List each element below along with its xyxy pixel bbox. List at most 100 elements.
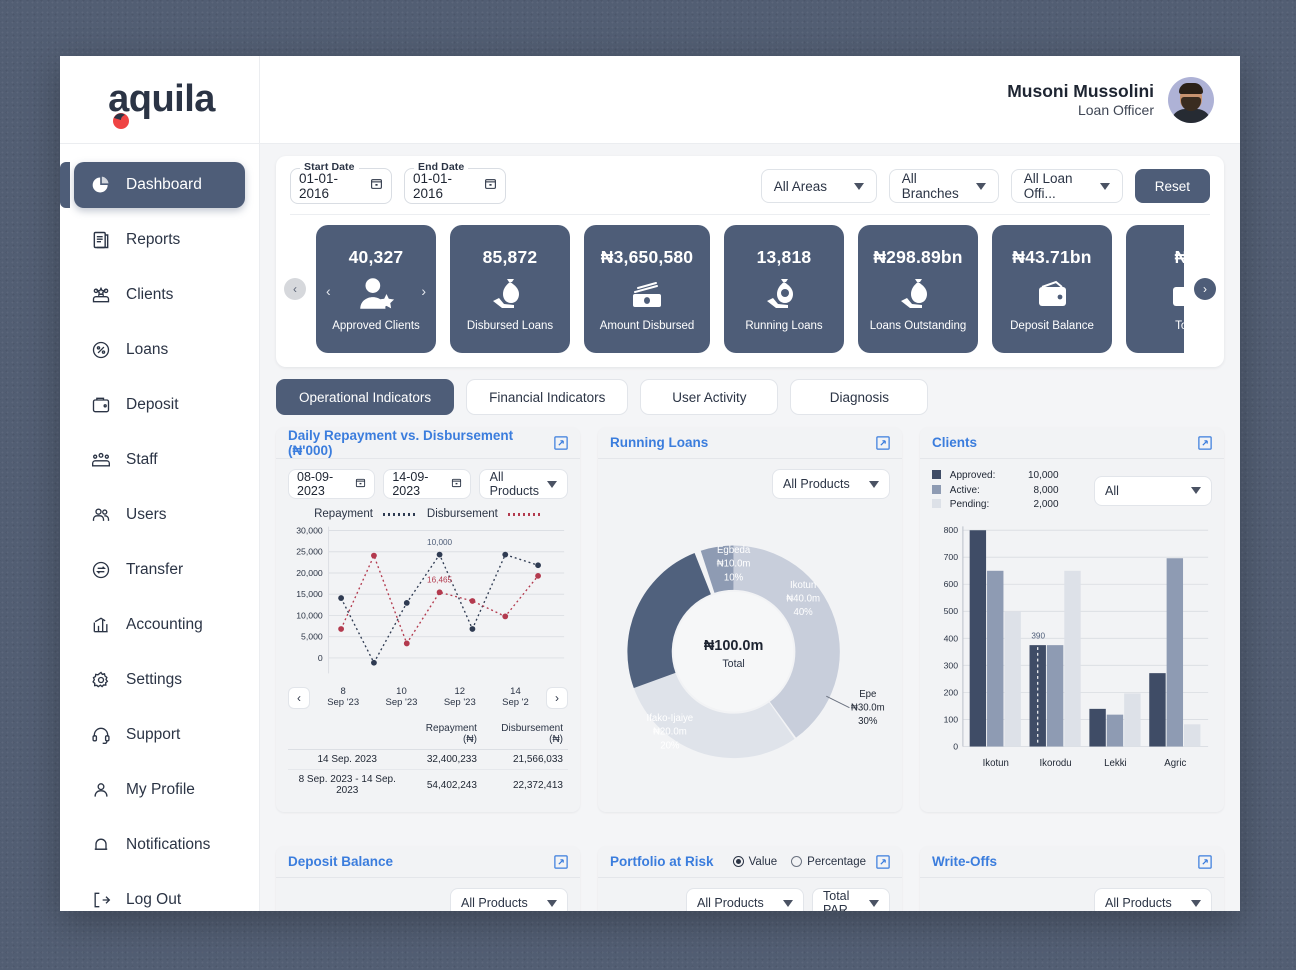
bar-lekki-approved xyxy=(1089,708,1106,747)
kpi-card-deposit-balance[interactable]: ₦43.71bn Deposit Balance xyxy=(992,225,1112,353)
widget-body: All Products Total PAR xyxy=(598,878,902,911)
chevron-down-icon xyxy=(869,480,879,488)
end-date-field[interactable]: End Date 01-01-2016 xyxy=(404,161,506,204)
widget-write-offs: Write-Offs All Products xyxy=(920,846,1224,911)
kpi-card-approved-clients[interactable]: 40,327 ‹ › Approved Clients xyxy=(316,225,436,353)
pie-chart-icon xyxy=(90,174,112,196)
sidebar-item-settings[interactable]: Settings xyxy=(74,657,245,703)
wallet-icon xyxy=(1165,272,1184,316)
areas-select[interactable]: All Areas xyxy=(760,169,877,203)
kpi-card-prev-icon[interactable]: ‹ xyxy=(326,283,331,299)
kpi-card-total-partial[interactable]: ₦5 Tota xyxy=(1126,225,1184,353)
calendar-icon[interactable] xyxy=(370,177,383,195)
daily-start-date[interactable]: 08-09-2023 xyxy=(288,469,376,499)
widget-body: Approved: 10,000 Active: 8,000 xyxy=(920,459,1224,802)
daily-end-date[interactable]: 14-09-2023 xyxy=(383,469,471,499)
sidebar-item-log-out[interactable]: Log Out xyxy=(74,877,245,911)
radio-icon-value[interactable] xyxy=(732,856,744,867)
expand-icon[interactable] xyxy=(876,435,890,450)
clients-filter-select[interactable]: All xyxy=(1094,475,1212,506)
sidebar-item-transfer[interactable]: Transfer xyxy=(74,547,245,593)
app-window: aquila Dashboard Reports xyxy=(60,56,1240,911)
kpi-value: 40,327 xyxy=(348,246,404,267)
daily-prev-button[interactable]: ‹ xyxy=(288,687,310,709)
avatar[interactable] xyxy=(1168,76,1214,123)
sidebar-item-label: Staff xyxy=(126,451,158,468)
tab-operational-indicators[interactable]: Operational Indicators xyxy=(276,379,455,415)
kpi-card-running-loans[interactable]: 13,818 Running Loans xyxy=(724,225,844,353)
sidebar-item-label: Clients xyxy=(126,286,174,303)
par-mode-value[interactable]: Value xyxy=(732,856,777,868)
legend-row-approved: Approved: 10,000 xyxy=(932,469,1059,484)
tab-diagnosis[interactable]: Diagnosis xyxy=(790,379,929,415)
write-offs-product-select[interactable]: All Products xyxy=(1094,888,1212,911)
donut-center-value: ₦100.0m xyxy=(704,638,764,654)
sidebar-item-reports[interactable]: Reports xyxy=(74,217,245,263)
running-loans-product-select[interactable]: All Products xyxy=(772,469,890,499)
loan-officers-select-value: All Loan Offi... xyxy=(1023,171,1073,201)
deposit-balance-product-select[interactable]: All Products xyxy=(450,888,568,911)
xtick: 12 Sep '23 xyxy=(443,686,476,708)
expand-icon[interactable] xyxy=(876,854,890,869)
chevron-down-icon xyxy=(853,182,864,190)
kpi-prev-button[interactable]: ‹ xyxy=(284,278,306,300)
wallet-icon xyxy=(90,394,112,416)
expand-icon[interactable] xyxy=(554,435,568,450)
widget-body: 08-09-2023 14-09-2023 All Products xyxy=(276,459,580,812)
sidebar-item-dashboard[interactable]: Dashboard xyxy=(74,162,245,208)
sidebar-item-accounting[interactable]: Accounting xyxy=(74,602,245,648)
widget-title: Deposit Balance xyxy=(288,854,394,869)
wallet-icon xyxy=(1031,272,1073,316)
expand-icon[interactable] xyxy=(1198,854,1212,869)
transfer-arrows-icon xyxy=(90,559,112,581)
logo[interactable]: aquila xyxy=(60,56,259,144)
widget-grid: Daily Repayment vs. Disbursement (₦'000)… xyxy=(276,427,1224,911)
daily-next-button[interactable]: › xyxy=(546,687,568,709)
kpi-label: Disbursed Loans xyxy=(466,319,554,332)
start-date-field[interactable]: Start Date 01-01-2016 xyxy=(290,161,392,204)
par-product-select[interactable]: All Products xyxy=(686,888,804,911)
loan-officers-select[interactable]: All Loan Offi... xyxy=(1010,169,1123,203)
sidebar-nav: Dashboard Reports Clients Loans xyxy=(60,144,259,911)
sidebar-item-support[interactable]: Support xyxy=(74,712,245,758)
kpi-next-button[interactable]: › xyxy=(1194,278,1216,300)
kpi-card-next-icon[interactable]: › xyxy=(421,283,426,299)
sidebar-item-users[interactable]: Users xyxy=(74,492,245,538)
radio-icon-percentage[interactable] xyxy=(791,856,803,867)
daily-product-select[interactable]: All Products xyxy=(478,469,568,499)
end-date-value: 01-01-2016 xyxy=(413,171,453,201)
user-info: Musoni Mussolini Loan Officer xyxy=(1007,81,1154,119)
svg-text:30,000: 30,000 xyxy=(296,525,323,535)
par-type-select[interactable]: Total PAR xyxy=(812,888,890,911)
kpi-card-disbursed-loans[interactable]: 85,872 Disbursed Loans xyxy=(450,225,570,353)
tab-user-activity[interactable]: User Activity xyxy=(640,379,779,415)
topbar: Musoni Mussolini Loan Officer xyxy=(260,56,1240,144)
sidebar-item-notifications[interactable]: Notifications xyxy=(74,822,245,868)
legend-value-pending: 2,000 xyxy=(1033,499,1059,510)
bar-agric-active xyxy=(1166,557,1184,747)
col-header-disbursement: Disbursement (₦) xyxy=(481,719,568,750)
bar-ikotun-active xyxy=(987,570,1004,747)
reset-button[interactable]: Reset xyxy=(1134,169,1210,203)
kpi-card-amount-disbursed[interactable]: ₦3,650,580 Amount Disbursed xyxy=(584,225,710,353)
sidebar-item-staff[interactable]: Staff xyxy=(74,437,245,483)
legend-name-pending: Pending: xyxy=(949,499,990,510)
daily-line-chart: 30,000 25,000 20,000 15,000 10,000 5,000 0 xyxy=(296,525,565,674)
daily-annotation-repayment: 10,000 xyxy=(427,538,452,547)
expand-icon[interactable] xyxy=(1198,435,1212,450)
write-offs-product-value: All Products xyxy=(1105,896,1172,910)
sidebar-item-deposit[interactable]: Deposit xyxy=(74,382,245,428)
slice-label-egbeda-value: ₦10.0m xyxy=(717,559,751,570)
expand-icon[interactable] xyxy=(554,854,568,869)
svg-text:10,000: 10,000 xyxy=(296,610,323,620)
money-bag-hand-icon xyxy=(897,272,939,316)
sidebar-item-clients[interactable]: Clients xyxy=(74,272,245,318)
calendar-icon[interactable] xyxy=(484,177,497,195)
sidebar-item-loans[interactable]: Loans xyxy=(74,327,245,373)
sidebar-item-my-profile[interactable]: My Profile xyxy=(74,767,245,813)
kpi-card-loans-outstanding[interactable]: ₦298.89bn Loans Outstanding xyxy=(858,225,978,353)
kpi-label: Amount Disbursed xyxy=(599,319,695,332)
par-mode-percentage[interactable]: Percentage xyxy=(791,856,866,868)
branches-select[interactable]: All Branches xyxy=(888,169,999,203)
tab-financial-indicators[interactable]: Financial Indicators xyxy=(466,379,629,415)
